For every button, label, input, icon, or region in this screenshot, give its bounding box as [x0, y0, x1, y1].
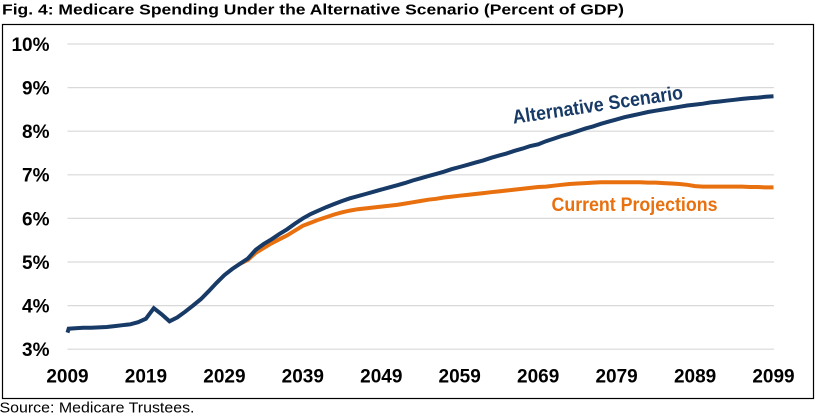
- svg-text:Fig. 4: Medicare Spending Unde: Fig. 4: Medicare Spending Under the Alte…: [2, 2, 624, 19]
- svg-text:6%: 6%: [22, 209, 50, 230]
- svg-text:4%: 4%: [22, 297, 50, 318]
- svg-text:2099: 2099: [752, 366, 794, 387]
- svg-text:7%: 7%: [22, 166, 50, 187]
- svg-text:3%: 3%: [22, 340, 50, 361]
- svg-text:2029: 2029: [203, 366, 245, 387]
- svg-text:5%: 5%: [22, 253, 50, 274]
- svg-text:10%: 10%: [11, 35, 49, 56]
- svg-text:2069: 2069: [517, 366, 559, 387]
- svg-text:2079: 2079: [595, 366, 637, 387]
- svg-text:2059: 2059: [439, 366, 481, 387]
- svg-text:2089: 2089: [674, 366, 716, 387]
- svg-text:8%: 8%: [22, 122, 50, 143]
- svg-text:Source: Medicare Trustees.: Source: Medicare Trustees.: [0, 400, 194, 417]
- svg-text:2049: 2049: [360, 366, 402, 387]
- svg-text:9%: 9%: [22, 79, 50, 100]
- svg-text:2009: 2009: [46, 366, 88, 387]
- svg-text:2019: 2019: [125, 366, 167, 387]
- svg-text:Current Projections: Current Projections: [552, 195, 718, 216]
- svg-text:2039: 2039: [282, 366, 324, 387]
